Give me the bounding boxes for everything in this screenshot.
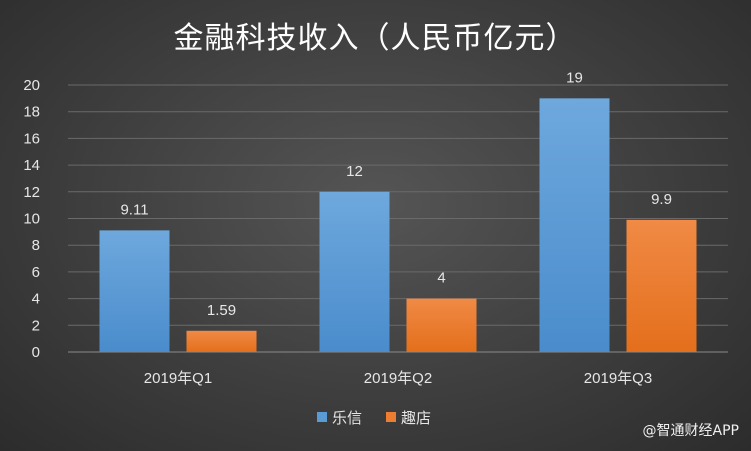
y-tick-label: 12 xyxy=(23,184,40,201)
gridlines xyxy=(68,84,728,353)
legend-label: 乐信 xyxy=(332,409,362,427)
bar-qudian xyxy=(186,330,257,352)
bars xyxy=(99,98,697,352)
data-label: 4 xyxy=(437,270,445,287)
y-tick-label: 6 xyxy=(32,264,40,281)
watermark-text: @智通财经APP xyxy=(643,423,739,439)
data-label: 19 xyxy=(566,69,583,86)
y-tick-label: 0 xyxy=(32,344,40,361)
y-tick-label: 4 xyxy=(32,291,40,308)
bar-lexin xyxy=(319,191,390,352)
y-tick-label: 16 xyxy=(23,130,40,147)
chart-title: 金融科技收入（人民币亿元） xyxy=(174,21,577,56)
y-tick-label: 10 xyxy=(23,211,40,228)
bar-lexin xyxy=(539,98,610,352)
x-category-label: 2019年Q3 xyxy=(584,370,652,387)
y-tick-label: 20 xyxy=(23,77,40,94)
data-label: 1.59 xyxy=(207,302,236,319)
legend-label: 趣店 xyxy=(401,409,431,427)
bar-lexin xyxy=(99,230,170,352)
x-category-label: 2019年Q1 xyxy=(144,370,212,387)
y-tick-label: 8 xyxy=(32,237,40,254)
legend-swatch xyxy=(317,412,327,422)
bar-qudian xyxy=(406,298,477,352)
y-tick-label: 14 xyxy=(23,157,40,174)
data-label: 9.9 xyxy=(651,191,672,208)
y-tick-label: 2 xyxy=(32,317,40,334)
data-label: 9.11 xyxy=(120,201,148,218)
data-label: 12 xyxy=(346,163,363,180)
y-tick-label: 18 xyxy=(23,104,40,121)
x-axis-categories: 2019年Q1 2019年Q2 2019年Q3 xyxy=(144,370,652,387)
x-category-label: 2019年Q2 xyxy=(364,370,432,387)
legend: 乐信 趣店 xyxy=(317,409,431,427)
data-labels: 9.11 1.59 12 4 19 9.9 xyxy=(120,69,671,318)
legend-swatch xyxy=(386,412,396,422)
bar-qudian xyxy=(626,219,697,352)
y-axis-ticks: 0 2 4 6 8 10 12 14 16 18 20 xyxy=(23,77,40,361)
